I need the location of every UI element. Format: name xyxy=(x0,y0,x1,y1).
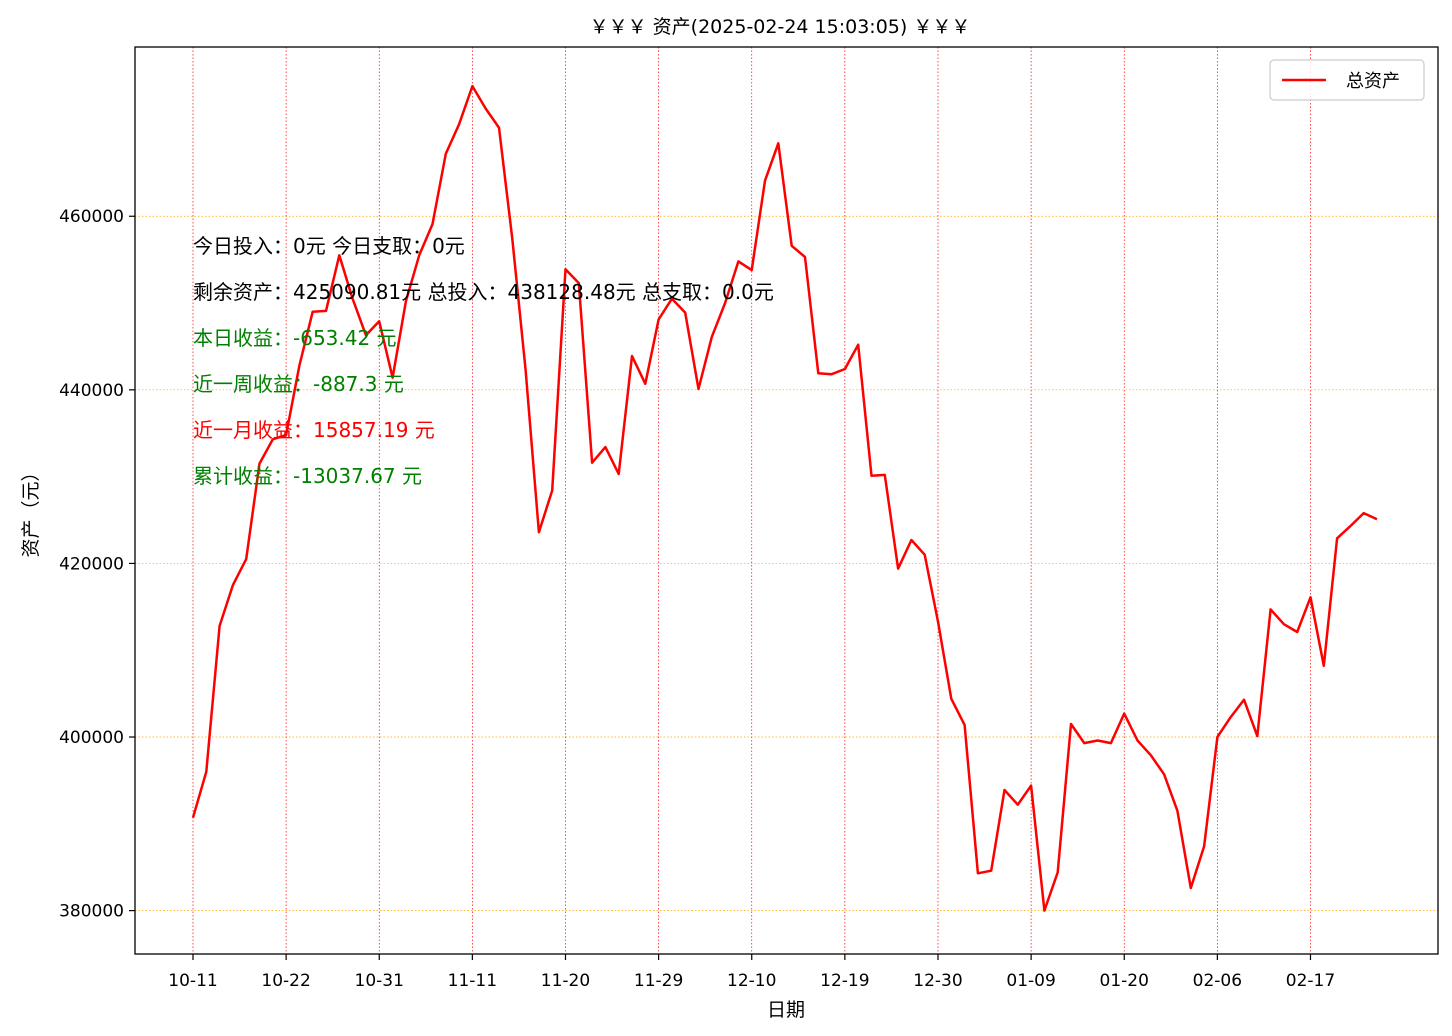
x-tick-label: 12-30 xyxy=(913,971,962,991)
legend-label: 总资产 xyxy=(1346,71,1400,92)
y-tick-label: 460000 xyxy=(59,207,124,227)
x-tick-label: 02-06 xyxy=(1193,971,1242,991)
x-tick-label: 10-22 xyxy=(261,971,310,991)
grid-layer xyxy=(135,47,1438,954)
summary-annotation: 今日投入：0元 今日支取：0元 xyxy=(193,234,465,258)
legend: 总资产 xyxy=(1269,59,1425,101)
x-axis-label: 日期 xyxy=(767,999,805,1021)
y-tick-label: 440000 xyxy=(59,381,124,401)
summary-annotation: 剩余资产：425090.81元 总投入：438128.48元 总支取：0.0元 xyxy=(193,280,774,304)
summary-annotation: 近一月收益：15857.19 元 xyxy=(193,418,435,442)
y-tick-label: 400000 xyxy=(59,728,124,748)
series-line-total-assets xyxy=(191,84,1378,912)
y-tick-label: 380000 xyxy=(59,902,124,922)
x-tick-label: 12-10 xyxy=(727,971,776,991)
x-tick-label: 12-19 xyxy=(820,971,869,991)
x-tick-label: 11-29 xyxy=(634,971,683,991)
x-tick-label: 11-11 xyxy=(448,971,497,991)
tick-layer: 380000 400000 420000 440000 460000 10-11 10-22… xyxy=(59,207,1335,991)
y-tick-label: 420000 xyxy=(59,554,124,574)
line-layer xyxy=(191,84,1378,912)
legend-box xyxy=(1269,59,1425,101)
chart-title: ￥￥￥ 资产(2025-02-24 15:03:05) ￥￥￥ xyxy=(590,16,971,38)
x-tick-label: 02-17 xyxy=(1286,971,1335,991)
x-tick-label: 01-09 xyxy=(1006,971,1055,991)
x-tick-label: 10-11 xyxy=(168,971,217,991)
summary-annotation: 本日收益：-653.42 元 xyxy=(193,326,397,350)
x-tick-label: 11-20 xyxy=(541,971,590,991)
y-axis-label: 资产（元） xyxy=(20,462,42,557)
x-tick-label: 10-31 xyxy=(355,971,404,991)
summary-annotation: 近一周收益：-887.3 元 xyxy=(193,372,404,396)
x-tick-label: 01-20 xyxy=(1100,971,1149,991)
plot-frame xyxy=(134,46,1439,955)
summary-annotation: 累计收益：-13037.67 元 xyxy=(193,464,422,488)
